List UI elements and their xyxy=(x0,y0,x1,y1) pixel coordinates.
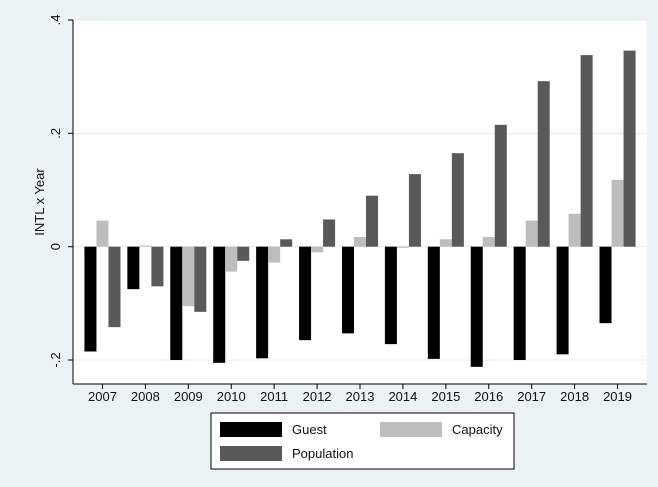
bar-capacity-2012 xyxy=(311,246,324,253)
bar-population-2007 xyxy=(108,246,121,328)
bar-capacity-2010 xyxy=(225,246,238,272)
grid-lines xyxy=(73,19,647,361)
legend-swatch-population xyxy=(220,446,282,461)
legend-swatch-capacity xyxy=(380,422,442,437)
bar-capacity-2008 xyxy=(139,245,152,247)
bar-guest-2010 xyxy=(213,246,226,363)
x-axis-ticks: 2007 2008 2009 2010 2011 2012 2013 2014 2015 2016… xyxy=(88,384,632,404)
x-tick-label: 2008 xyxy=(131,389,160,404)
bar-population-2015 xyxy=(451,153,464,247)
bar-capacity-2015 xyxy=(439,239,452,247)
x-tick-label: 2019 xyxy=(603,389,632,404)
bar-guest-2018 xyxy=(556,246,569,355)
x-tick-label: 2010 xyxy=(217,389,246,404)
bar-guest-2016 xyxy=(470,246,483,367)
x-tick-label: 2007 xyxy=(88,389,117,404)
bar-capacity-2007 xyxy=(96,220,109,247)
y-tick-label: .2 xyxy=(48,128,63,139)
y-axis-title: INTL x Year xyxy=(32,168,47,236)
legend: Guest Capacity Population xyxy=(210,412,515,470)
x-tick-label: 2012 xyxy=(303,389,332,404)
x-tick-label: 2013 xyxy=(346,389,375,404)
legend-label-guest: Guest xyxy=(292,422,327,437)
y-tick-label: -.2 xyxy=(48,352,63,367)
bar-capacity-2013 xyxy=(353,237,367,247)
bar-guest-2014 xyxy=(384,246,397,345)
bar-population-2008 xyxy=(151,246,164,287)
bar-population-2013 xyxy=(366,195,379,247)
bar-capacity-2016 xyxy=(482,237,495,247)
bar-guest-2019 xyxy=(599,246,612,324)
bar-guest-2007 xyxy=(84,246,97,352)
bar-population-2017 xyxy=(537,81,550,247)
bar-population-2018 xyxy=(580,55,593,247)
bar-population-2009 xyxy=(194,246,207,312)
bar-guest-2015 xyxy=(427,246,440,359)
x-tick-label: 2015 xyxy=(431,389,460,404)
bar-guest-2008 xyxy=(127,246,140,290)
x-tick-label: 2011 xyxy=(260,389,288,404)
bar-guest-2017 xyxy=(513,246,526,360)
legend-label-population: Population xyxy=(292,446,353,461)
bar-capacity-2017 xyxy=(525,220,538,247)
bar-guest-2011 xyxy=(256,246,269,359)
bar-capacity-2019 xyxy=(611,179,624,247)
plot-area xyxy=(73,20,647,384)
bars xyxy=(84,50,636,367)
y-axis-ticks: -.2 0 .2 .4 xyxy=(48,15,73,368)
bar-capacity-2011 xyxy=(268,246,281,263)
bar-population-2011 xyxy=(280,239,293,247)
bar-guest-2013 xyxy=(341,246,354,334)
y-tick-label: .4 xyxy=(48,15,63,26)
bar-population-2019 xyxy=(623,50,636,247)
y-tick-label: 0 xyxy=(48,243,63,250)
x-tick-label: 2014 xyxy=(388,389,417,404)
legend-label-capacity: Capacity xyxy=(452,422,503,437)
bar-guest-2009 xyxy=(170,246,183,360)
bar-population-2016 xyxy=(494,124,507,247)
bar-population-2012 xyxy=(323,219,336,247)
bar-capacity-2018 xyxy=(568,213,581,247)
bar-capacity-2009 xyxy=(182,246,195,307)
x-tick-label: 2009 xyxy=(174,389,203,404)
x-tick-label: 2017 xyxy=(517,389,546,404)
legend-swatch-guest xyxy=(220,422,282,437)
bar-capacity-2014 xyxy=(396,246,409,248)
bar-population-2010 xyxy=(237,246,250,261)
x-tick-label: 2018 xyxy=(560,389,589,404)
x-tick-label: 2016 xyxy=(474,389,503,404)
bar-population-2014 xyxy=(408,174,421,247)
bar-guest-2012 xyxy=(299,246,312,341)
